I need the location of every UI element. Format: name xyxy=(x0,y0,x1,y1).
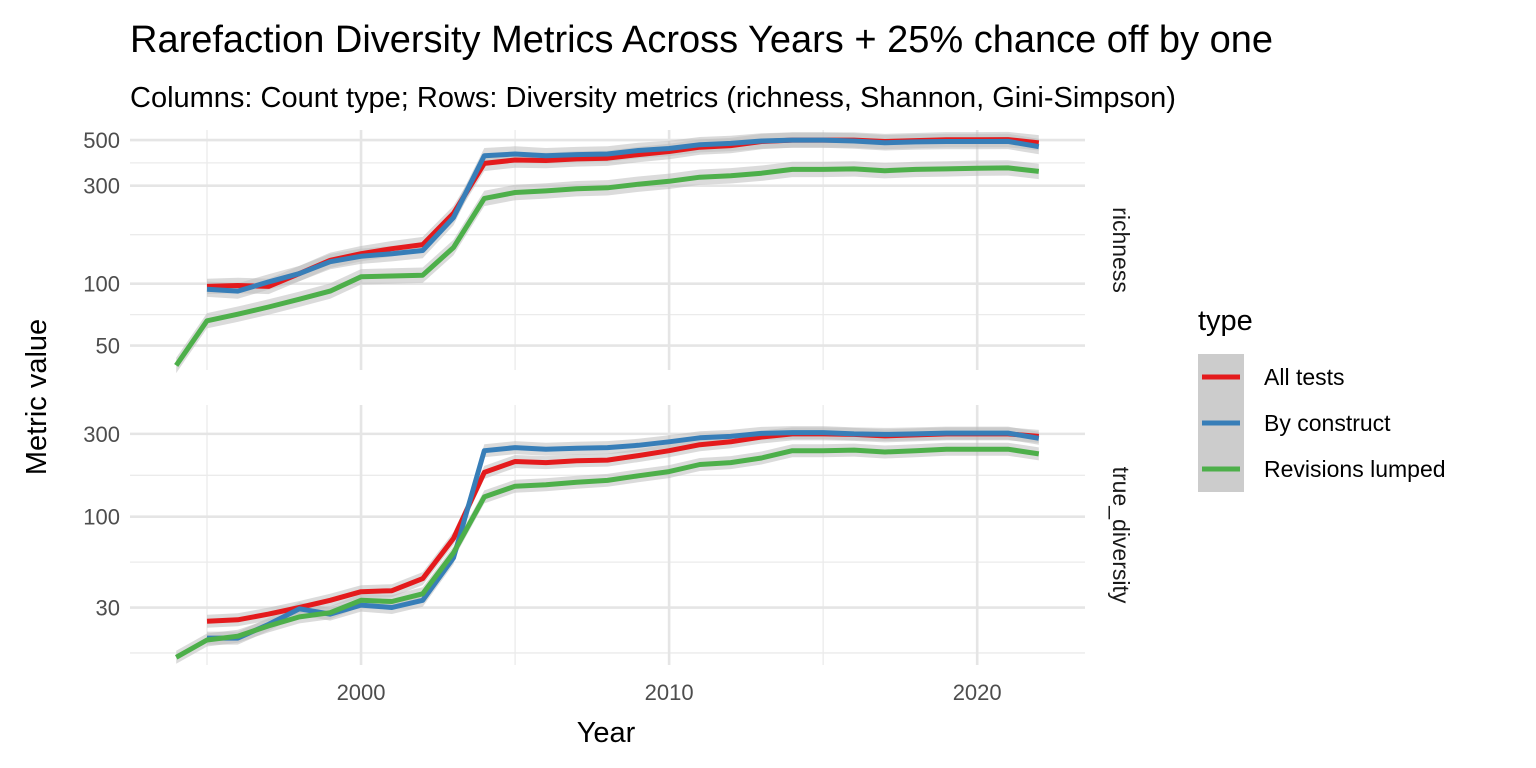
x-axis-title: Year xyxy=(577,717,636,749)
strip-label-richness: richness xyxy=(1108,207,1134,293)
y-tick-label: 300 xyxy=(83,174,120,199)
legend-label: All tests xyxy=(1264,364,1345,390)
y-tick-label: 100 xyxy=(83,272,120,297)
ribbon-by-construct xyxy=(207,132,1039,299)
legend-title: type xyxy=(1198,305,1253,337)
y-tick-label: 50 xyxy=(96,334,120,359)
y-tick-label: 30 xyxy=(96,596,120,621)
chart-title: Rarefaction Diversity Metrics Across Yea… xyxy=(130,19,1273,61)
panel-richness: 50 100 300 500 richness xyxy=(83,128,1134,374)
ribbon-all-tests xyxy=(207,427,1039,628)
series-line-by-construct xyxy=(207,430,1040,641)
legend-label: Revisions lumped xyxy=(1264,456,1446,482)
series-line-revisions-lumped xyxy=(174,165,1040,367)
x-tick-label: 2010 xyxy=(645,680,694,705)
legend-item-revisions-lumped: Revisions lumped xyxy=(1198,446,1446,492)
panels: 50 100 300 500 richness 30 100 300 true_diversit… xyxy=(83,128,1134,705)
legend-label: By construct xyxy=(1264,410,1391,436)
legend-item-by-construct: By construct xyxy=(1198,400,1391,446)
x-tick-label: 2000 xyxy=(337,680,386,705)
y-tick-label: 300 xyxy=(83,422,120,447)
chart-subtitle: Columns: Count type; Rows: Diversity met… xyxy=(130,82,1176,114)
y-tick-label: 100 xyxy=(83,505,120,530)
series-line-revisions-lumped xyxy=(174,446,1040,660)
legend-items: All tests By construct Revisions lumped xyxy=(1198,354,1446,492)
series-line-by-construct xyxy=(206,137,1040,294)
x-tick-label: 2020 xyxy=(953,680,1002,705)
legend-item-all-tests: All tests xyxy=(1198,354,1345,400)
panel-true-diversity: 30 100 300 true_diversity xyxy=(83,405,1134,665)
legend: type All tests By construct Revisions lump… xyxy=(1198,305,1446,492)
strip-label-true-diversity: true_diversity xyxy=(1108,467,1134,604)
y-axis-title: Metric value xyxy=(21,319,53,475)
y-tick-label: 500 xyxy=(83,128,120,153)
